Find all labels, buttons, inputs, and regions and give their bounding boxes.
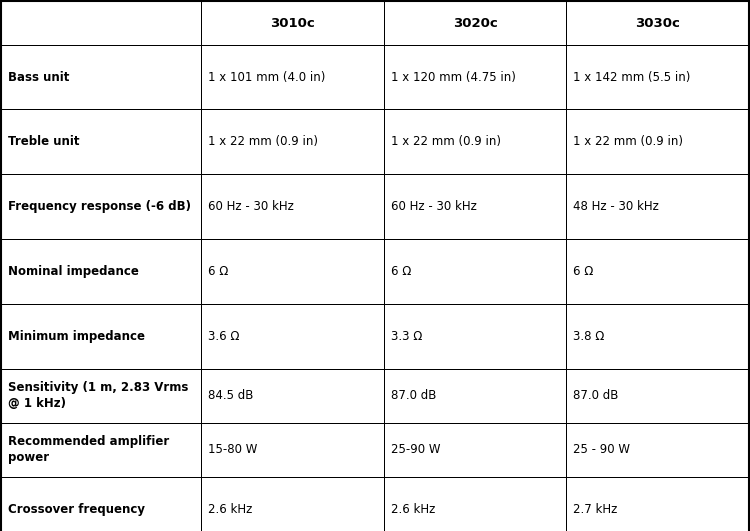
Bar bbox=[566, 2, 749, 45]
Text: 87.0 dB: 87.0 dB bbox=[391, 389, 436, 402]
Text: Frequency response (-6 dB): Frequency response (-6 dB) bbox=[8, 200, 191, 213]
Bar bbox=[202, 304, 384, 369]
Text: 1 x 120 mm (4.75 in): 1 x 120 mm (4.75 in) bbox=[391, 71, 516, 83]
Bar bbox=[202, 239, 384, 304]
Text: 1 x 101 mm (4.0 in): 1 x 101 mm (4.0 in) bbox=[209, 71, 326, 83]
Bar bbox=[1, 423, 202, 477]
Text: 1 x 22 mm (0.9 in): 1 x 22 mm (0.9 in) bbox=[209, 135, 319, 148]
Text: Crossover frequency: Crossover frequency bbox=[8, 503, 145, 516]
Bar bbox=[1, 369, 202, 423]
Text: Minimum impedance: Minimum impedance bbox=[8, 330, 145, 343]
Text: 1 x 142 mm (5.5 in): 1 x 142 mm (5.5 in) bbox=[574, 71, 691, 83]
Bar bbox=[202, 423, 384, 477]
Bar bbox=[384, 45, 566, 109]
Bar bbox=[566, 477, 749, 531]
Bar bbox=[384, 174, 566, 239]
Bar bbox=[202, 369, 384, 423]
Bar bbox=[1, 239, 202, 304]
Bar bbox=[384, 477, 566, 531]
Bar bbox=[384, 369, 566, 423]
Bar bbox=[566, 45, 749, 109]
Bar bbox=[202, 174, 384, 239]
Text: 3.3 Ω: 3.3 Ω bbox=[391, 330, 422, 343]
Bar bbox=[1, 304, 202, 369]
Bar bbox=[1, 109, 202, 174]
Text: 6 Ω: 6 Ω bbox=[209, 265, 229, 278]
Bar bbox=[566, 174, 749, 239]
Text: 25 - 90 W: 25 - 90 W bbox=[574, 443, 631, 456]
Text: 3020c: 3020c bbox=[453, 16, 497, 30]
Text: 2.6 kHz: 2.6 kHz bbox=[391, 503, 435, 516]
Text: 25-90 W: 25-90 W bbox=[391, 443, 440, 456]
Bar bbox=[566, 304, 749, 369]
Text: 1 x 22 mm (0.9 in): 1 x 22 mm (0.9 in) bbox=[574, 135, 683, 148]
Text: 2.7 kHz: 2.7 kHz bbox=[574, 503, 618, 516]
Text: Bass unit: Bass unit bbox=[8, 71, 69, 83]
Text: 1 x 22 mm (0.9 in): 1 x 22 mm (0.9 in) bbox=[391, 135, 501, 148]
Bar bbox=[202, 109, 384, 174]
Bar bbox=[1, 174, 202, 239]
Bar bbox=[566, 239, 749, 304]
Text: 3030c: 3030c bbox=[635, 16, 680, 30]
Bar bbox=[384, 239, 566, 304]
Text: 3.6 Ω: 3.6 Ω bbox=[209, 330, 240, 343]
Text: Sensitivity (1 m, 2.83 Vrms
@ 1 kHz): Sensitivity (1 m, 2.83 Vrms @ 1 kHz) bbox=[8, 381, 188, 410]
Text: Treble unit: Treble unit bbox=[8, 135, 80, 148]
Bar bbox=[1, 2, 202, 45]
Bar bbox=[566, 109, 749, 174]
Bar bbox=[384, 2, 566, 45]
Text: 87.0 dB: 87.0 dB bbox=[574, 389, 619, 402]
Text: 6 Ω: 6 Ω bbox=[391, 265, 411, 278]
Bar bbox=[384, 304, 566, 369]
Bar bbox=[566, 423, 749, 477]
Text: 48 Hz - 30 kHz: 48 Hz - 30 kHz bbox=[574, 200, 659, 213]
Text: 15-80 W: 15-80 W bbox=[209, 443, 258, 456]
Text: 6 Ω: 6 Ω bbox=[574, 265, 594, 278]
Bar bbox=[202, 477, 384, 531]
Text: 3010c: 3010c bbox=[270, 16, 315, 30]
Bar bbox=[1, 45, 202, 109]
Text: 2.6 kHz: 2.6 kHz bbox=[209, 503, 253, 516]
Bar bbox=[202, 2, 384, 45]
Text: 3.8 Ω: 3.8 Ω bbox=[574, 330, 604, 343]
Bar bbox=[566, 369, 749, 423]
Text: Recommended amplifier
power: Recommended amplifier power bbox=[8, 435, 170, 464]
Bar bbox=[1, 477, 202, 531]
Bar bbox=[202, 45, 384, 109]
Text: Nominal impedance: Nominal impedance bbox=[8, 265, 139, 278]
Text: 60 Hz - 30 kHz: 60 Hz - 30 kHz bbox=[209, 200, 294, 213]
Bar bbox=[384, 109, 566, 174]
Text: 60 Hz - 30 kHz: 60 Hz - 30 kHz bbox=[391, 200, 477, 213]
Text: 84.5 dB: 84.5 dB bbox=[209, 389, 254, 402]
Bar bbox=[384, 423, 566, 477]
